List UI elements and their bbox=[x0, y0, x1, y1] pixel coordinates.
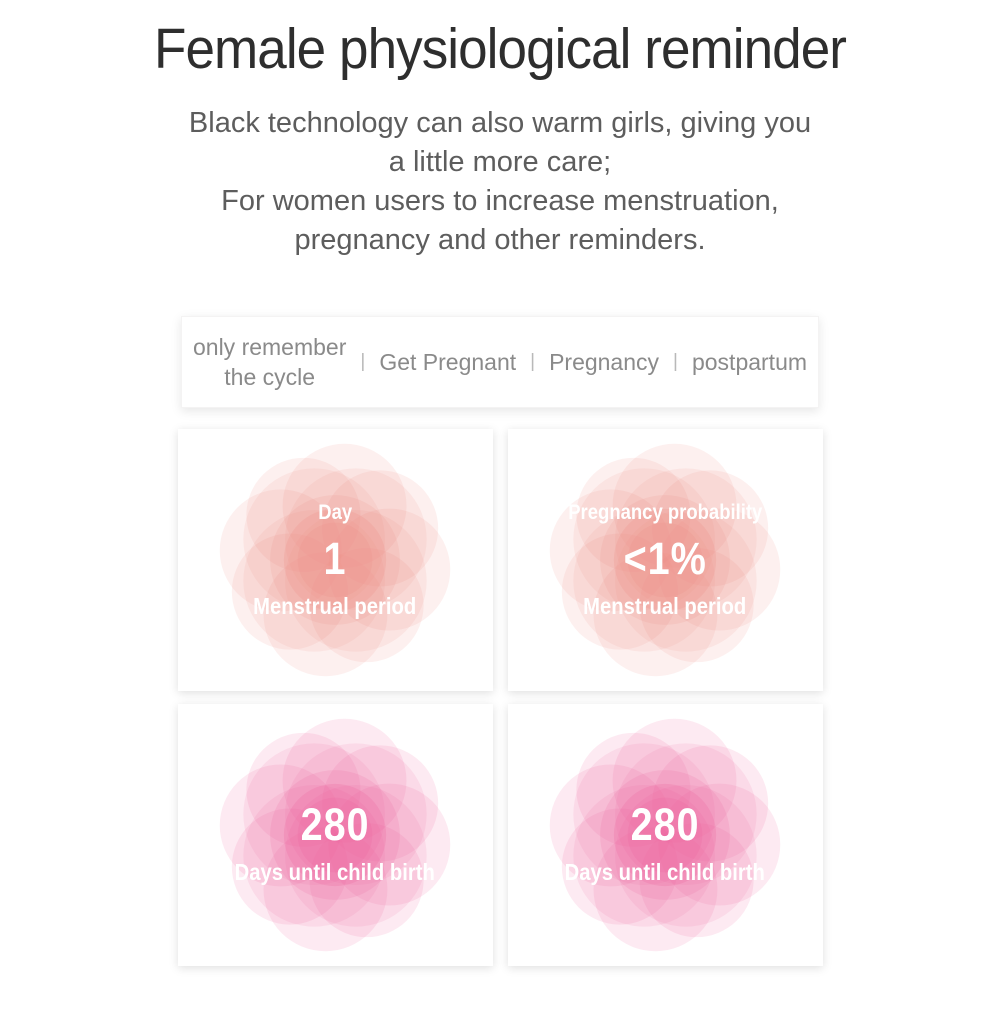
page-title-text: Female physiological reminder bbox=[154, 17, 847, 81]
card-pregnancy-probability: Pregnancy probability <1% Menstrual peri… bbox=[507, 429, 823, 691]
card-value: <1% bbox=[623, 532, 707, 584]
card-childbirth-countdown-1: 280 Days until child birth bbox=[177, 704, 493, 966]
card-bottom-label: Menstrual period bbox=[253, 592, 417, 619]
card-bottom-label: Days until child birth bbox=[564, 859, 766, 885]
card-menstrual-day: Day 1 Menstrual period bbox=[177, 429, 493, 691]
subtitle-line: a little more care; bbox=[388, 146, 612, 178]
card-text: 280 Days until child birth bbox=[178, 704, 493, 966]
tab-item-label: postpartum bbox=[691, 349, 808, 375]
page-title: Female physiological reminder bbox=[0, 16, 1000, 82]
card-text: Pregnancy probability <1% Menstrual peri… bbox=[508, 429, 823, 691]
card-top-label: Day bbox=[318, 500, 352, 524]
card-value: 280 bbox=[630, 799, 700, 850]
card-text: 280 Days until child birth bbox=[508, 704, 823, 966]
cards-grid: Day 1 Menstrual period Pregnancy probabi… bbox=[177, 429, 823, 966]
card-bottom-label: Menstrual period bbox=[583, 592, 747, 619]
card-value: 1 bbox=[323, 532, 347, 584]
subtitle: Black technology can also warm girls, gi… bbox=[0, 104, 1000, 260]
subtitle-line: For women users to increase menstruation… bbox=[221, 185, 779, 217]
tab-separator: | bbox=[530, 351, 536, 372]
tab-item-label: Pregnancy bbox=[549, 349, 660, 375]
tab-item-postpartum[interactable]: postpartum bbox=[679, 347, 820, 377]
card-value: 280 bbox=[300, 799, 370, 850]
tab-item-pregnancy[interactable]: Pregnancy bbox=[536, 347, 672, 377]
card-text: Day 1 Menstrual period bbox=[178, 429, 493, 691]
tab-item-only-remember-the-cycle[interactable]: only remember the cycle bbox=[180, 332, 359, 392]
tab-item-label: Get Pregnant bbox=[379, 349, 517, 375]
tab-item-label: the cycle bbox=[224, 364, 316, 390]
card-top-label: Pregnancy probability bbox=[567, 500, 763, 524]
tab-item-label: only remember bbox=[192, 334, 347, 360]
subtitle-line: Black technology can also warm girls, gi… bbox=[188, 107, 812, 139]
tab-separator: | bbox=[360, 351, 366, 372]
tab-separator: | bbox=[673, 351, 678, 372]
tab-bar: only remember the cycle | Get Pregnant |… bbox=[181, 316, 819, 408]
card-childbirth-countdown-2: 280 Days until child birth bbox=[507, 704, 823, 966]
tab-item-get-pregnant[interactable]: Get Pregnant bbox=[366, 347, 529, 377]
card-bottom-label: Days until child birth bbox=[234, 859, 436, 885]
subtitle-line: pregnancy and other reminders. bbox=[294, 224, 706, 256]
